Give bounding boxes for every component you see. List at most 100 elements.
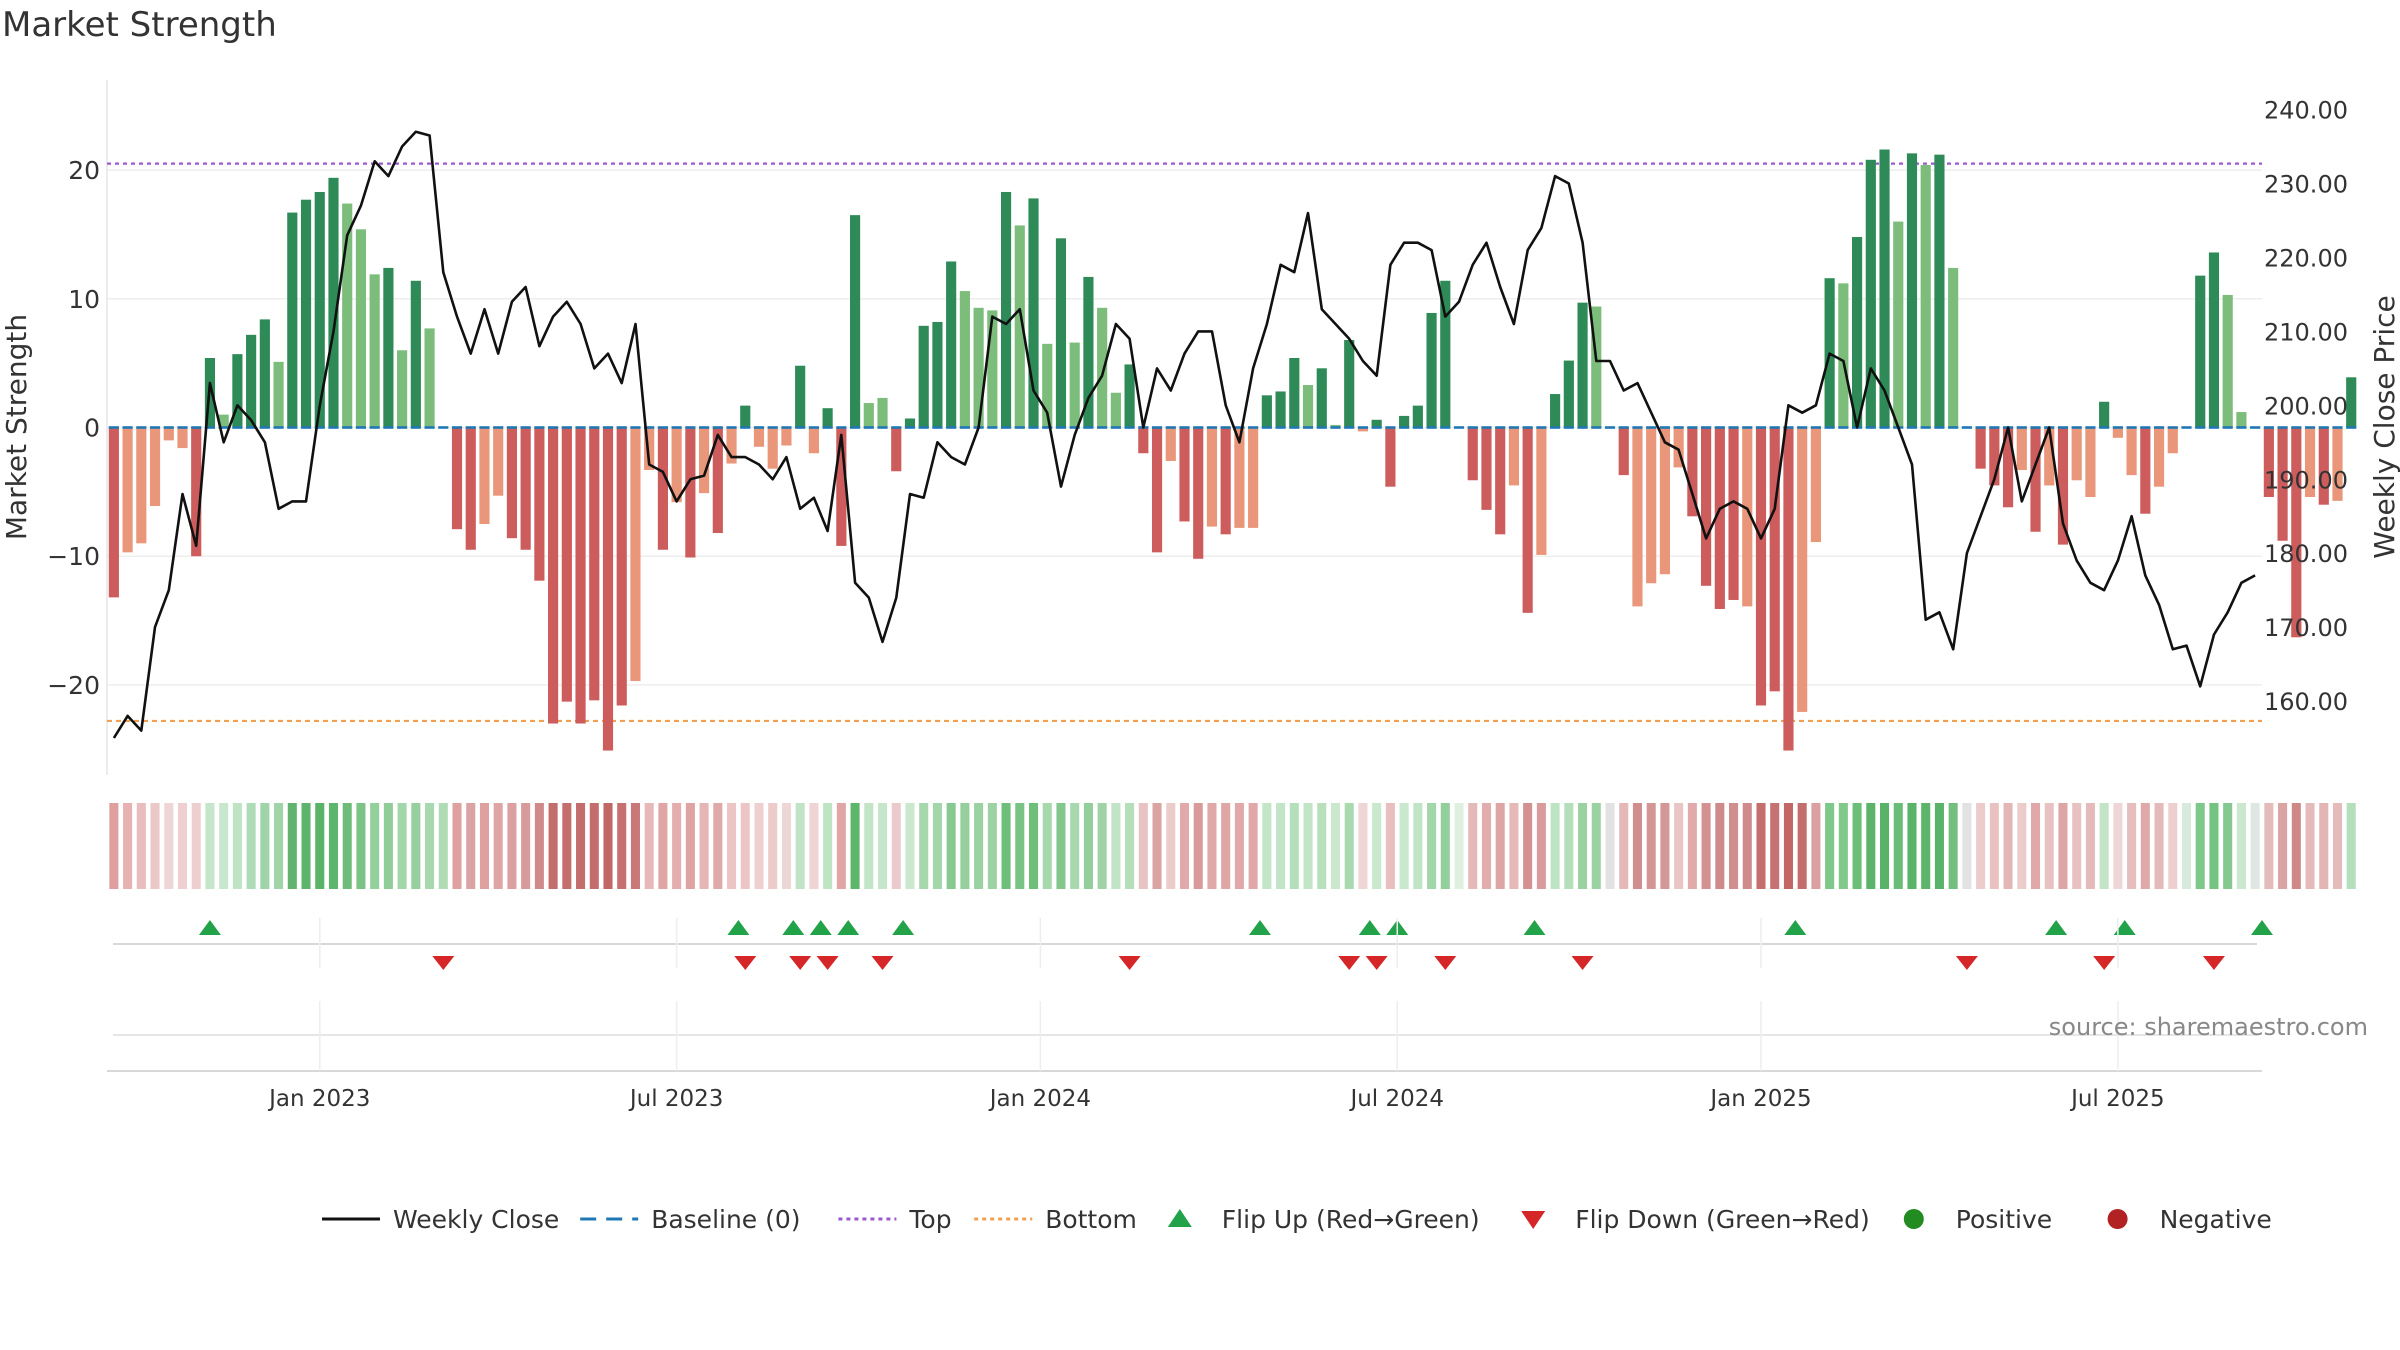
- strength-bar: [2304, 427, 2316, 497]
- strength-bar: [2071, 427, 2082, 481]
- reference-lines: [107, 162, 2262, 723]
- strip-cell: [425, 803, 435, 889]
- strip-cell: [1468, 803, 1478, 889]
- strip-cell: [1262, 803, 1272, 889]
- strip-cell: [1632, 803, 1642, 889]
- strength-bar: [1426, 312, 1437, 428]
- strength-bar: [1563, 360, 1574, 428]
- strip-cell: [809, 803, 819, 889]
- flip-down-marker: [1118, 956, 1141, 970]
- strength-bar: [424, 328, 435, 428]
- legend-label: Bottom: [1045, 1205, 1137, 1234]
- strength-bar: [1975, 427, 1986, 469]
- left-axis-label: Market Strength: [0, 314, 33, 540]
- strength-bar: [520, 427, 531, 550]
- right-axis: 240.00 230.00 220.00 210.00 200.00 190.00 180.…: [2264, 97, 2348, 716]
- strip-cell: [2017, 803, 2027, 889]
- right-tick-label: 210.00: [2264, 318, 2348, 346]
- strength-bar: [561, 427, 572, 702]
- strip-cell: [1976, 803, 1986, 889]
- strip-cell: [658, 803, 668, 889]
- strip-cell: [987, 803, 997, 889]
- strength-bar: [2263, 427, 2274, 497]
- strength-bar: [1755, 427, 1767, 706]
- strength-bar: [1357, 427, 1369, 432]
- flip-down-marker: [871, 956, 894, 970]
- strength-bar: [1124, 364, 1135, 428]
- strength-bar: [410, 280, 421, 428]
- strip-cell: [1125, 803, 1135, 889]
- strip-cell: [1083, 803, 1093, 889]
- strip-cell: [301, 803, 311, 889]
- strength-bar: [1728, 427, 1739, 600]
- flip-up-marker: [809, 920, 832, 935]
- legend: Weekly Close Baseline (0) Top Bottom Flip Up…: [322, 1205, 2272, 1234]
- strength-bar: [534, 427, 545, 581]
- strip-cell: [1674, 803, 1684, 889]
- strength-bar: [822, 408, 833, 428]
- strip-cell: [1536, 803, 1546, 889]
- strength-bar: [1302, 385, 1314, 428]
- strength-bar: [1248, 427, 1259, 528]
- strip-cell: [2154, 803, 2164, 889]
- strength-bar: [2112, 427, 2123, 438]
- flip-up-marker: [727, 920, 750, 935]
- strength-bar: [479, 427, 490, 525]
- legend-label: Flip Up (Red→Green): [1222, 1205, 1480, 1234]
- x-tick-label: Jan 2024: [988, 1086, 1091, 1112]
- strength-bar: [314, 191, 325, 428]
- strip-cell: [1811, 803, 1821, 889]
- flip-down-marker: [2093, 956, 2116, 970]
- strip-cell: [1989, 803, 1999, 889]
- left-tick-label: 20: [68, 156, 100, 185]
- strip-cell: [1056, 803, 1066, 889]
- strip-cell: [507, 803, 517, 889]
- strip-cell: [383, 803, 393, 889]
- strip-cell: [795, 803, 805, 889]
- strip-cell: [1097, 803, 1107, 889]
- strip-cell: [1934, 803, 1944, 889]
- x-tick-label: Jul 2024: [1348, 1086, 1444, 1112]
- flip-down-marker: [1434, 956, 1457, 970]
- strip-cell: [1770, 803, 1780, 889]
- strength-bar: [177, 427, 188, 449]
- strip-cell: [713, 803, 723, 889]
- strip-cell: [1578, 803, 1588, 889]
- strength-bar: [671, 427, 682, 503]
- strength-bar: [1440, 280, 1451, 428]
- strip-cell: [1015, 803, 1025, 889]
- strength-bar: [108, 427, 119, 598]
- strength-bar: [1852, 237, 1863, 428]
- strength-bar: [328, 177, 339, 428]
- strength-bar: [232, 354, 243, 428]
- strength-bar: [1385, 427, 1396, 487]
- strength-bar: [2291, 427, 2302, 638]
- strip-cell: [1289, 803, 1299, 889]
- strength-bar: [2222, 294, 2233, 428]
- strength-bar: [136, 427, 147, 544]
- strip-cell: [1564, 803, 1574, 889]
- strip-cell: [2291, 803, 2301, 889]
- strength-bar: [1289, 358, 1300, 428]
- strength-bar: [918, 325, 929, 428]
- strip-cell: [2305, 803, 2315, 889]
- strength-bar: [369, 274, 380, 428]
- strip-cell: [1783, 803, 1793, 889]
- strip-cell: [328, 803, 339, 889]
- strength-bar: [2318, 427, 2329, 505]
- strength-bar: [506, 427, 517, 539]
- strength-bar: [1920, 164, 1931, 428]
- strength-bar: [493, 427, 504, 496]
- strip-cell: [150, 803, 160, 889]
- strength-bar: [1083, 276, 1094, 428]
- legend-swatch-triangle-down: [1521, 1211, 1546, 1229]
- strength-bar: [1646, 427, 1657, 584]
- strength-bar: [808, 427, 819, 454]
- strip-cell: [1028, 803, 1039, 889]
- strip-cell: [919, 803, 929, 889]
- strip-cell: [1317, 803, 1327, 889]
- strip-cell: [2099, 803, 2109, 889]
- strength-bar: [1508, 427, 1520, 486]
- strength-bar: [849, 215, 861, 428]
- strip-cell: [1179, 803, 1190, 889]
